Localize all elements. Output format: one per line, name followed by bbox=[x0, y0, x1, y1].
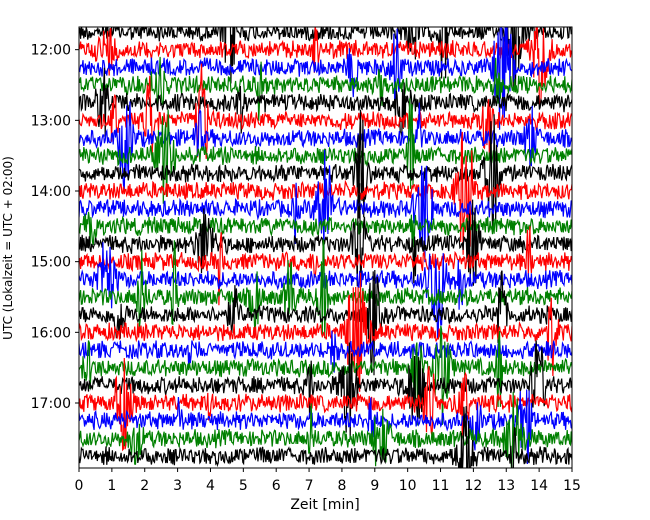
seismogram-trace bbox=[79, 406, 572, 468]
x-tick-label: 5 bbox=[239, 478, 248, 494]
x-tick-label: 7 bbox=[305, 478, 314, 494]
seismogram-trace bbox=[79, 67, 572, 137]
x-tick-label: 8 bbox=[337, 478, 346, 494]
y-tick-label: 17:00 bbox=[31, 396, 71, 412]
y-axis-label: UTC (Lokalzeit = UTC + 02:00) bbox=[1, 156, 15, 340]
seismogram-trace bbox=[79, 56, 572, 121]
seismogram-trace bbox=[79, 357, 572, 452]
seismogram-trace bbox=[79, 239, 572, 339]
x-axis-label: Zeit [min] bbox=[290, 497, 359, 513]
x-axis: 0 1 2 3 4 5 6 7 8 9 10 11 12 13 14 15 bbox=[75, 468, 581, 494]
x-tick-label: 4 bbox=[206, 478, 215, 494]
plot-frame bbox=[78, 26, 573, 469]
y-tick-label: 15:00 bbox=[31, 255, 71, 271]
seismogram-trace bbox=[79, 211, 572, 248]
seismogram-trace bbox=[79, 325, 572, 426]
seismogram-trace bbox=[79, 101, 572, 190]
seismogram-trace bbox=[79, 27, 572, 107]
seismogram-trace bbox=[79, 27, 572, 130]
x-tick-label: 15 bbox=[563, 478, 581, 494]
x-tick-label: 11 bbox=[432, 478, 450, 494]
seismogram-trace bbox=[79, 226, 572, 306]
seismogram-trace bbox=[79, 269, 572, 376]
x-tick-label: 2 bbox=[140, 478, 149, 494]
y-tick-label: 12:00 bbox=[31, 43, 71, 59]
trace-lines bbox=[79, 27, 572, 468]
x-tick-label: 14 bbox=[530, 478, 548, 494]
seismogram-trace bbox=[79, 63, 572, 159]
y-tick-label: 14:00 bbox=[31, 184, 71, 200]
seismogram-trace bbox=[79, 340, 572, 440]
x-tick-label: 12 bbox=[464, 478, 482, 494]
x-tick-label: 10 bbox=[399, 478, 417, 494]
x-tick-label: 13 bbox=[497, 478, 515, 494]
y-tick-label: 13:00 bbox=[31, 113, 71, 129]
seismogram-trace bbox=[79, 272, 572, 392]
seismogram-trace bbox=[79, 391, 572, 468]
seismogram-trace bbox=[79, 149, 572, 263]
x-tick-label: 6 bbox=[272, 478, 281, 494]
y-tick-label: 16:00 bbox=[31, 325, 71, 341]
x-tick-label: 9 bbox=[370, 478, 379, 494]
y-axis: 12:00 13:00 14:00 15:00 16:00 17:00 bbox=[31, 43, 79, 412]
x-tick-label: 3 bbox=[173, 478, 182, 494]
x-tick-label: 0 bbox=[75, 478, 84, 494]
seismogram-trace bbox=[79, 183, 572, 287]
seismogram-trace bbox=[79, 330, 572, 373]
x-tick-label: 1 bbox=[107, 478, 116, 494]
seismogram-trace bbox=[79, 389, 572, 465]
